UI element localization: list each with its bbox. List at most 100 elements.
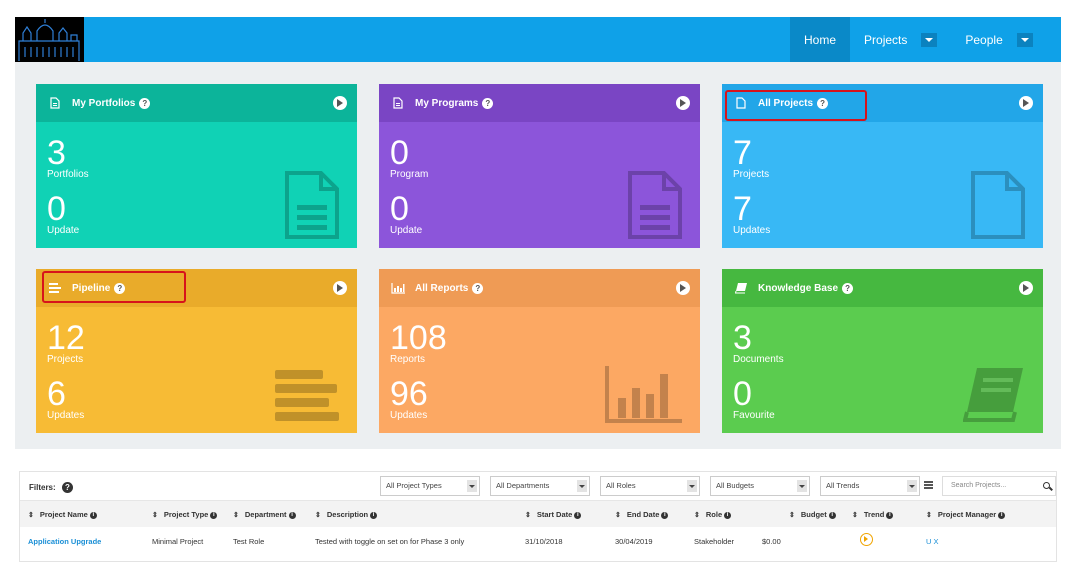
arrow-right-icon[interactable] [676, 281, 690, 295]
role-select[interactable]: All Roles [600, 476, 700, 496]
column-header-label: Budget [800, 510, 827, 519]
tile-header[interactable]: My Portfolios? [36, 84, 357, 122]
sort-icon[interactable]: ⇕ [789, 512, 795, 519]
tile-knowledge-base[interactable]: Knowledge Base? 3 Documents 0 Favourite [722, 269, 1043, 433]
help-icon[interactable]: ? [842, 282, 854, 294]
info-icon[interactable]: i [998, 511, 1006, 519]
file-icon [734, 96, 748, 110]
sort-icon[interactable]: ⇕ [525, 512, 531, 519]
tile-header[interactable]: All Reports? [379, 269, 700, 307]
menu-icon[interactable] [924, 481, 933, 489]
help-icon[interactable]: ? [817, 97, 829, 109]
column-header-department[interactable]: ⇕ Department i [233, 510, 296, 519]
sort-icon[interactable]: ⇕ [315, 512, 321, 519]
info-icon[interactable]: i [724, 511, 732, 519]
nav-projects[interactable]: Projects [850, 17, 951, 62]
select-value: All Trends [826, 481, 860, 490]
help-icon[interactable]: ? [472, 282, 484, 294]
tile-header[interactable]: My Programs? [379, 84, 700, 122]
bar-chart-icon [604, 364, 684, 429]
arrow-right-icon[interactable] [676, 96, 690, 110]
logo[interactable] [15, 17, 84, 62]
column-header-description[interactable]: ⇕ Description i [315, 510, 378, 519]
column-header-end-date[interactable]: ⇕ End Date i [615, 510, 669, 519]
column-header-role[interactable]: ⇕ Role i [694, 510, 732, 519]
tile-my-portfolios[interactable]: My Portfolios? 3 Portfolios 0 Update [36, 84, 357, 248]
end-date-cell: 30/04/2019 [615, 537, 653, 546]
tile-all-reports[interactable]: All Reports? 108 Reports 96 Updates [379, 269, 700, 433]
info-icon[interactable]: i [574, 511, 582, 519]
sort-icon[interactable]: ⇕ [926, 512, 932, 519]
arrow-right-icon[interactable] [333, 96, 347, 110]
chevron-down-icon[interactable] [1016, 32, 1033, 47]
table-row[interactable]: Application Upgrade Minimal Project Test… [20, 527, 1056, 555]
project-name-link[interactable]: Application Upgrade [28, 537, 102, 546]
tile-pipeline[interactable]: Pipeline? 12 Projects 6 Updates [36, 269, 357, 433]
department-cell: Test Role [233, 537, 265, 546]
tile-primary-value: 108 [390, 319, 447, 357]
nav-people[interactable]: People [951, 17, 1046, 62]
budget-select[interactable]: All Budgets [710, 476, 810, 496]
tile-secondary-value: 96 [390, 375, 428, 413]
column-header-trend[interactable]: ⇕ Trend i [852, 510, 894, 519]
help-icon[interactable]: ? [482, 97, 494, 109]
table-header: ⇕ Project Name i ⇕ Project Type i ⇕ Department i… [20, 501, 1056, 527]
search-icon[interactable] [1043, 482, 1050, 489]
search-placeholder: Search Projects... [951, 482, 1007, 489]
help-icon[interactable]: ? [139, 97, 151, 109]
tile-secondary-label: Updates [733, 225, 771, 236]
search-input[interactable]: Search Projects... [942, 476, 1056, 496]
nav-knowledge[interactable]: Know [1047, 17, 1083, 62]
sort-icon[interactable]: ⇕ [615, 512, 621, 519]
select-value: All Departments [496, 481, 550, 490]
info-icon[interactable]: i [288, 511, 296, 519]
nav-home[interactable]: Home [790, 17, 851, 62]
info-icon[interactable]: i [210, 511, 218, 519]
column-header-project-name[interactable]: ⇕ Project Name i [28, 510, 97, 519]
help-icon[interactable]: ? [114, 282, 126, 294]
arrow-right-icon[interactable] [1019, 281, 1033, 295]
document-icon [283, 171, 341, 244]
info-icon[interactable]: i [370, 511, 378, 519]
trend-select[interactable]: All Trends [820, 476, 920, 496]
info-icon[interactable]: i [661, 511, 669, 519]
department-select[interactable]: All Departments [490, 476, 590, 496]
chevron-down-icon [907, 480, 917, 492]
sort-icon[interactable]: ⇕ [694, 512, 700, 519]
sort-icon[interactable]: ⇕ [28, 512, 34, 519]
column-header-project-manager[interactable]: ⇕ Project Manager i [926, 510, 1006, 519]
sort-icon[interactable]: ⇕ [152, 512, 158, 519]
info-icon[interactable]: i [89, 511, 97, 519]
tile-primary-label: Documents [733, 354, 784, 365]
tile-header[interactable]: Knowledge Base? [722, 269, 1043, 307]
tile-title: Knowledge Base [758, 282, 839, 294]
tile-all-projects[interactable]: All Projects? 7 Projects 7 Updates [722, 84, 1043, 248]
tile-primary-value: 0 [390, 134, 409, 172]
tile-secondary-value: 0 [390, 190, 409, 228]
info-icon[interactable]: i [886, 511, 894, 519]
help-icon[interactable]: ? [61, 482, 73, 493]
arrow-right-icon[interactable] [333, 281, 347, 295]
column-header-project-type[interactable]: ⇕ Project Type i [152, 510, 218, 519]
chevron-down-icon[interactable] [921, 32, 938, 47]
book-icon [962, 366, 1027, 429]
tile-secondary-label: Updates [390, 410, 428, 421]
tile-my-programs[interactable]: My Programs? 0 Program 0 Update [379, 84, 700, 248]
tile-header[interactable]: Pipeline? [36, 269, 357, 307]
nav-home-label: Home [804, 32, 837, 47]
project-manager-link[interactable]: U X [926, 537, 939, 546]
tile-title: All Projects [758, 97, 814, 109]
sort-icon[interactable]: ⇕ [852, 512, 858, 519]
column-header-budget[interactable]: ⇕ Budget i [789, 510, 836, 519]
project-type-select[interactable]: All Project Types [380, 476, 480, 496]
book-icon [734, 281, 748, 295]
sort-icon[interactable]: ⇕ [233, 512, 239, 519]
info-icon[interactable]: i [828, 511, 836, 519]
column-header-start-date[interactable]: ⇕ Start Date i [525, 510, 582, 519]
tile-header[interactable]: All Projects? [722, 84, 1043, 122]
tile-primary-value: 3 [47, 134, 66, 172]
tile-primary-label: Program [390, 169, 429, 180]
arrow-right-icon[interactable] [1019, 96, 1033, 110]
highlight-pipeline [42, 271, 186, 303]
tile-secondary-value: 0 [47, 190, 66, 228]
